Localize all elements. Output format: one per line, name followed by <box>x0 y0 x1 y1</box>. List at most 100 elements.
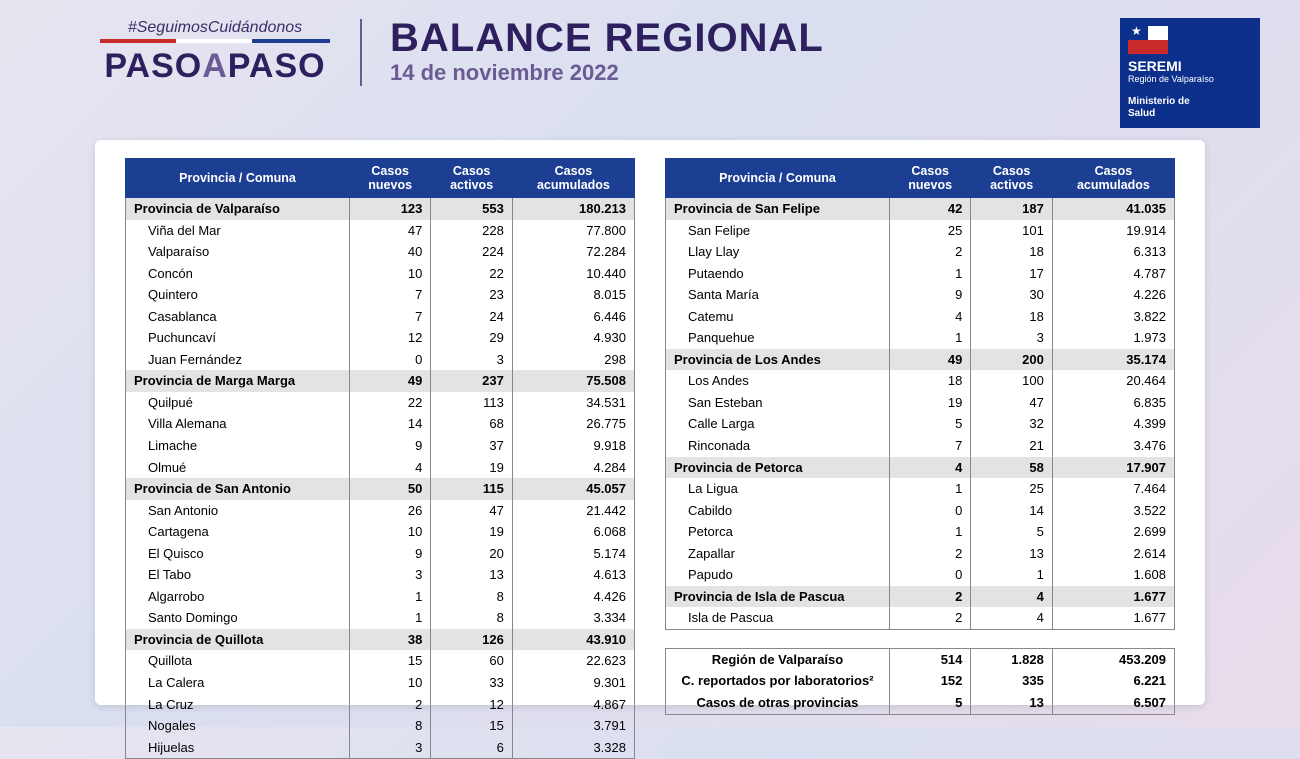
table-row: Puchuncaví12294.930 <box>126 327 635 349</box>
col-activos: Casos activos <box>431 159 512 198</box>
cell-name: Quilpué <box>126 392 350 414</box>
cell-acumulados: 22.623 <box>512 650 634 672</box>
page-date: 14 de noviembre 2022 <box>390 60 824 86</box>
cell-activos: 13 <box>971 543 1052 565</box>
cell-activos: 29 <box>431 327 512 349</box>
table-row: Rinconada7213.476 <box>666 435 1175 457</box>
cell-activos: 33 <box>431 672 512 694</box>
cell-nuevos: 1 <box>349 607 430 629</box>
cell-acumulados: 4.867 <box>512 694 634 716</box>
table-row: Zapallar2132.614 <box>666 543 1175 565</box>
page-title: BALANCE REGIONAL <box>390 18 824 58</box>
cell-nuevos: 0 <box>889 500 970 522</box>
cell-acumulados: 7.464 <box>1052 478 1174 500</box>
cell-name: La Ligua <box>666 478 890 500</box>
cell-name: Valparaíso <box>126 241 350 263</box>
cell-name: Calle Larga <box>666 413 890 435</box>
cell-name: Putaendo <box>666 263 890 285</box>
hashtag: #SeguimosCuidándonos <box>128 19 302 37</box>
cell-name: C. reportados por laboratorios² <box>666 670 890 692</box>
table-row: Provincia de Isla de Pascua241.677 <box>666 586 1175 608</box>
table-row: Cabildo0143.522 <box>666 500 1175 522</box>
cell-acumulados: 3.476 <box>1052 435 1174 457</box>
cell-name: Provincia de San Felipe <box>666 198 890 220</box>
cell-activos: 1.828 <box>971 648 1052 670</box>
cell-name: Olmué <box>126 457 350 479</box>
cell-name: Concón <box>126 263 350 285</box>
cell-acumulados: 4.613 <box>512 564 634 586</box>
cell-nuevos: 38 <box>349 629 430 651</box>
table-header-row: Provincia / Comuna Casos nuevos Casos ac… <box>666 159 1175 198</box>
cell-activos: 4 <box>971 607 1052 629</box>
cell-acumulados: 26.775 <box>512 413 634 435</box>
cell-acumulados: 4.284 <box>512 457 634 479</box>
cell-nuevos: 25 <box>889 220 970 242</box>
cell-name: Rinconada <box>666 435 890 457</box>
cell-acumulados: 41.035 <box>1052 198 1174 220</box>
cell-nuevos: 4 <box>889 306 970 328</box>
table-row: Hijuelas363.328 <box>126 737 635 759</box>
cell-name: La Cruz <box>126 694 350 716</box>
table-row: Región de Valparaíso5141.828453.209 <box>666 648 1175 670</box>
table-row: Provincia de Valparaíso123553180.213 <box>126 198 635 220</box>
cell-acumulados: 4.399 <box>1052 413 1174 435</box>
cell-nuevos: 2 <box>889 543 970 565</box>
cell-name: San Felipe <box>666 220 890 242</box>
cell-activos: 3 <box>971 327 1052 349</box>
cell-acumulados: 3.328 <box>512 737 634 759</box>
seremi-badge: SEREMI Región de Valparaíso Ministerio d… <box>1120 18 1260 128</box>
pasoapaso-text: PASOAPASO <box>104 47 325 86</box>
cell-nuevos: 7 <box>889 435 970 457</box>
cell-acumulados: 3.522 <box>1052 500 1174 522</box>
cell-activos: 17 <box>971 263 1052 285</box>
cell-name: El Tabo <box>126 564 350 586</box>
table-row: Llay Llay2186.313 <box>666 241 1175 263</box>
table-row: El Quisco9205.174 <box>126 543 635 565</box>
cell-name: Villa Alemana <box>126 413 350 435</box>
seremi-region: Región de Valparaíso <box>1128 74 1252 84</box>
col-provincia: Provincia / Comuna <box>666 159 890 198</box>
cell-name: Santa María <box>666 284 890 306</box>
table-row: Provincia de Petorca45817.907 <box>666 457 1175 479</box>
cell-name: Hijuelas <box>126 737 350 759</box>
cell-acumulados: 2.614 <box>1052 543 1174 565</box>
cell-nuevos: 50 <box>349 478 430 500</box>
cell-nuevos: 15 <box>349 650 430 672</box>
cell-name: Cabildo <box>666 500 890 522</box>
cell-nuevos: 40 <box>349 241 430 263</box>
cell-name: San Antonio <box>126 500 350 522</box>
table-row: La Ligua1257.464 <box>666 478 1175 500</box>
table-row: Nogales8153.791 <box>126 715 635 737</box>
logo-paso2: PASO <box>228 47 326 85</box>
right-table: Provincia / Comuna Casos nuevos Casos ac… <box>665 158 1175 630</box>
cell-activos: 58 <box>971 457 1052 479</box>
table-row: Quillota156022.623 <box>126 650 635 672</box>
table-row: Calle Larga5324.399 <box>666 413 1175 435</box>
cell-activos: 60 <box>431 650 512 672</box>
cell-name: Zapallar <box>666 543 890 565</box>
cell-nuevos: 9 <box>349 543 430 565</box>
cell-name: Llay Llay <box>666 241 890 263</box>
cell-name: Provincia de Isla de Pascua <box>666 586 890 608</box>
cell-name: Limache <box>126 435 350 457</box>
right-column: Provincia / Comuna Casos nuevos Casos ac… <box>665 158 1175 687</box>
cell-activos: 14 <box>971 500 1052 522</box>
cell-nuevos: 10 <box>349 521 430 543</box>
cell-activos: 25 <box>971 478 1052 500</box>
cell-acumulados: 75.508 <box>512 370 634 392</box>
cell-acumulados: 4.426 <box>512 586 634 608</box>
col-provincia: Provincia / Comuna <box>126 159 350 198</box>
cell-acumulados: 10.440 <box>512 263 634 285</box>
cell-acumulados: 5.174 <box>512 543 634 565</box>
cell-acumulados: 1.677 <box>1052 586 1174 608</box>
cell-activos: 237 <box>431 370 512 392</box>
seremi-title: SEREMI <box>1128 58 1252 74</box>
cell-name: Papudo <box>666 564 890 586</box>
cell-acumulados: 6.835 <box>1052 392 1174 414</box>
cell-activos: 126 <box>431 629 512 651</box>
cell-name: Casos de otras provincias <box>666 692 890 714</box>
cell-nuevos: 4 <box>889 457 970 479</box>
table-row: La Cruz2124.867 <box>126 694 635 716</box>
cell-acumulados: 6.313 <box>1052 241 1174 263</box>
cell-activos: 47 <box>431 500 512 522</box>
